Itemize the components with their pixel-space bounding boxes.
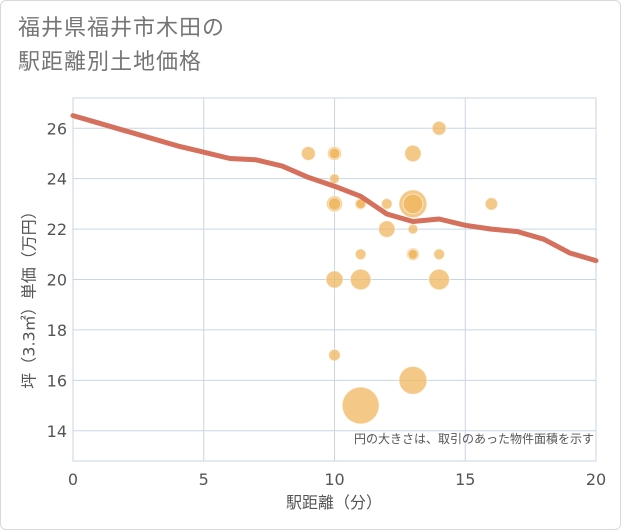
bubble-point: [329, 173, 340, 185]
bubble-point: [341, 386, 380, 425]
y-tick-label: 22: [47, 220, 67, 239]
x-tick-label: 0: [68, 470, 78, 489]
chart-title: 福井県福井市木田の 駅距離別土地価格: [18, 12, 225, 80]
bubble-size-note: 円の大きさは、取引のあった物件面積を示す: [354, 431, 594, 446]
y-axis-label: 坪（3.3㎡）単価（万円）: [20, 203, 39, 388]
y-tick-label: 14: [47, 422, 67, 441]
bubble-point: [300, 145, 316, 161]
bubble-point: [380, 197, 393, 210]
bubble-point: [325, 270, 344, 289]
x-tick-label: 10: [324, 470, 344, 489]
bubble-point: [404, 144, 422, 163]
y-tick-label: 26: [47, 119, 67, 138]
x-tick-label: 15: [455, 470, 475, 489]
y-tick-label: 24: [47, 170, 67, 189]
bubble-point: [378, 220, 396, 238]
bubble-point: [327, 197, 342, 211]
bubble-point: [402, 193, 424, 215]
x-tick-label: 5: [199, 470, 209, 489]
bubble-layer: [300, 120, 499, 425]
title-line-2: 駅距離別土地価格: [18, 50, 203, 75]
bubble-point: [398, 365, 428, 395]
y-tick-label: 20: [47, 271, 67, 290]
bubble-point: [354, 248, 367, 261]
bubble-point: [428, 268, 450, 291]
y-tick-label: 16: [47, 371, 67, 390]
bubble-point: [328, 348, 341, 362]
bubble-point: [433, 248, 446, 261]
tick-labels: 14 16 18 20 22 24 26 0 5 10 15 20: [47, 119, 607, 489]
title-line-1: 福井県福井市木田の: [18, 16, 226, 41]
trend-layer: [70, 113, 599, 264]
bubble-point: [349, 268, 372, 291]
bubble-point: [484, 197, 499, 211]
bubble-point: [407, 223, 419, 235]
bubble-point: [407, 248, 419, 260]
x-tick-label: 20: [586, 470, 606, 489]
bubble-point: [431, 120, 447, 136]
trend-line: [70, 113, 599, 264]
x-axis-label: 駅距離（分）: [286, 493, 382, 512]
y-tick-label: 18: [47, 321, 67, 340]
bubble-point: [328, 147, 341, 160]
